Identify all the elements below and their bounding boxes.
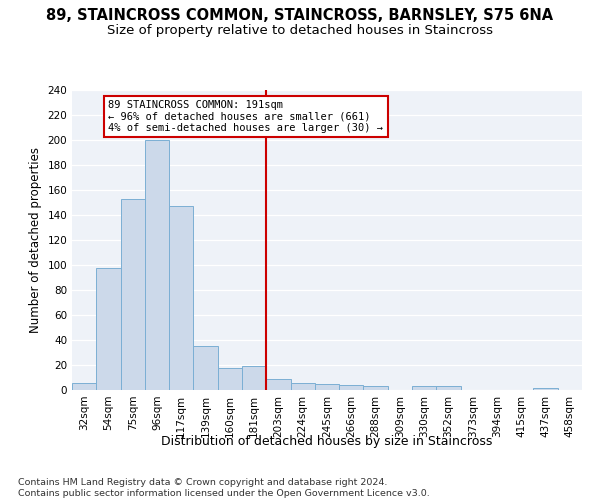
- Bar: [412, 386, 436, 390]
- Bar: [266, 379, 290, 390]
- Bar: [315, 384, 339, 390]
- Bar: [290, 382, 315, 390]
- Bar: [145, 140, 169, 390]
- Bar: [169, 206, 193, 390]
- Bar: [121, 198, 145, 390]
- Bar: [218, 368, 242, 390]
- Text: 89 STAINCROSS COMMON: 191sqm
← 96% of detached houses are smaller (661)
4% of se: 89 STAINCROSS COMMON: 191sqm ← 96% of de…: [109, 100, 383, 133]
- Bar: [96, 268, 121, 390]
- Text: Distribution of detached houses by size in Staincross: Distribution of detached houses by size …: [161, 435, 493, 448]
- Bar: [533, 388, 558, 390]
- Text: Contains HM Land Registry data © Crown copyright and database right 2024.
Contai: Contains HM Land Registry data © Crown c…: [18, 478, 430, 498]
- Bar: [364, 386, 388, 390]
- Bar: [436, 386, 461, 390]
- Y-axis label: Number of detached properties: Number of detached properties: [29, 147, 42, 333]
- Bar: [339, 385, 364, 390]
- Text: Size of property relative to detached houses in Staincross: Size of property relative to detached ho…: [107, 24, 493, 37]
- Bar: [72, 382, 96, 390]
- Bar: [193, 346, 218, 390]
- Bar: [242, 366, 266, 390]
- Text: 89, STAINCROSS COMMON, STAINCROSS, BARNSLEY, S75 6NA: 89, STAINCROSS COMMON, STAINCROSS, BARNS…: [46, 8, 554, 22]
